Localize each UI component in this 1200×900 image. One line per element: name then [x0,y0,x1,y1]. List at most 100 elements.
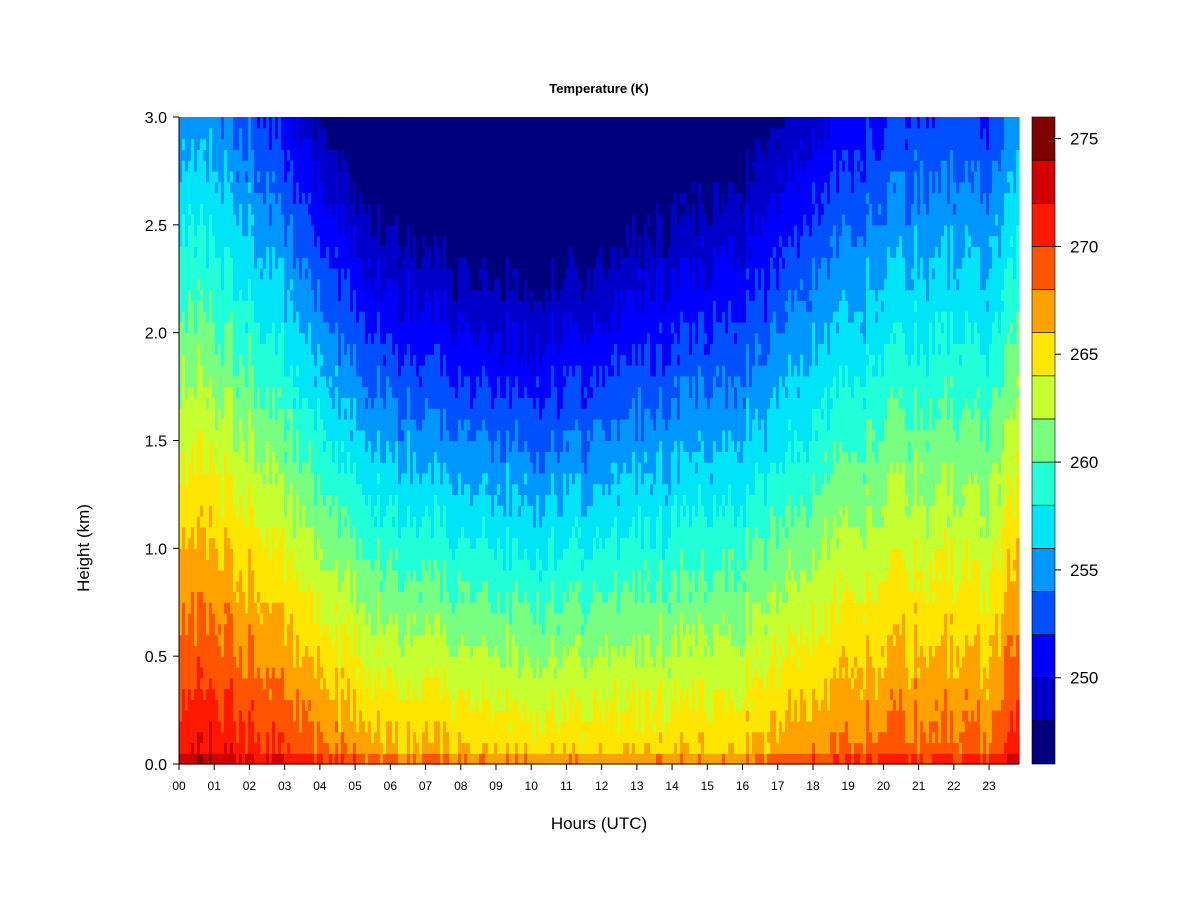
heatmap-area [179,117,1020,765]
heatmap-cell [197,537,201,549]
heatmap-cell [236,192,240,204]
heatmap-cell [323,613,327,625]
heatmap-cell [254,742,258,754]
heatmap-cell [260,224,264,237]
heatmap-cell [251,354,255,366]
heatmap-cell [224,235,228,247]
heatmap-cell [185,192,189,204]
heatmap-cell [257,149,261,161]
heatmap-cell [206,160,210,172]
heatmap-cell [293,408,297,420]
heatmap-cell [293,397,297,409]
heatmap-cell [185,429,189,442]
heatmap-cell [221,580,225,593]
heatmap-cell [191,462,195,474]
heatmap-cell [269,451,273,463]
heatmap-cell [350,149,354,161]
heatmap-cell [242,127,246,140]
heatmap-cell [302,699,306,711]
heatmap-cell [179,332,183,345]
heatmap-cell [200,354,204,366]
heatmap-cell [191,127,195,140]
heatmap-cell [188,472,192,485]
heatmap-cell [233,267,237,280]
heatmap-cell [233,192,237,204]
heatmap-cell [239,515,243,528]
heatmap-cell [191,354,195,366]
heatmap-cell [290,343,294,355]
heatmap-cell [311,462,315,474]
heatmap-cell [290,472,294,485]
heatmap-cell [182,483,186,496]
heatmap-cell [296,170,300,183]
heatmap-cell [296,375,300,388]
heatmap-cell [242,462,246,474]
heatmap-cell [353,515,357,528]
heatmap-cell [317,354,321,366]
heatmap-cell [293,235,297,247]
heatmap-cell [302,321,306,334]
heatmap-cell [287,440,291,452]
heatmap-cell [260,710,264,722]
heatmap-cell [221,321,225,334]
heatmap-cell [227,515,231,528]
heatmap-cell [347,483,351,496]
heatmap-cell [350,688,354,700]
heatmap-cell [239,666,243,679]
heatmap-cell [242,623,246,636]
heatmap-cell [245,149,249,161]
heatmap-cell [269,267,273,280]
heatmap-cell [242,429,246,442]
heatmap-cell [194,494,198,506]
heatmap-cell [206,688,210,700]
heatmap-cell [263,731,267,744]
heatmap-cell [338,634,342,646]
heatmap-cell [272,138,276,150]
heatmap-cell [356,526,360,539]
heatmap-cell [248,440,252,452]
heatmap-cell [185,160,189,172]
heatmap-cell [326,235,330,247]
heatmap-cell [284,354,288,366]
heatmap-cell [269,300,273,312]
heatmap-cell [317,365,321,377]
heatmap-cell [182,343,186,355]
heatmap-cell [326,688,330,700]
heatmap-cell [278,494,282,506]
heatmap-cell [278,710,282,722]
heatmap-cell [317,677,321,690]
heatmap-cell [296,537,300,549]
heatmap-cell [209,666,213,679]
heatmap-cell [317,472,321,485]
heatmap-cell [320,300,324,312]
heatmap-cell [227,321,231,334]
heatmap-cell [269,418,273,431]
heatmap-cell [302,548,306,560]
heatmap-cell [206,386,210,398]
heatmap-cell [353,246,357,258]
heatmap-cell [311,321,315,334]
heatmap-cell [224,656,228,668]
heatmap-cell [284,149,288,161]
heatmap-cell [182,365,186,377]
heatmap-cell [185,267,189,280]
heatmap-cell [359,300,363,312]
heatmap-cell [254,418,258,431]
heatmap-cell [197,505,201,517]
heatmap-cell [230,397,234,409]
heatmap-cell [290,235,294,247]
heatmap-cell [284,127,288,140]
heatmap-cell [299,710,303,722]
heatmap-cell [200,332,204,345]
heatmap-cell [314,505,318,517]
heatmap-cell [341,753,345,765]
heatmap-cell [221,753,225,765]
heatmap-cell [350,117,354,129]
heatmap-cell [230,569,234,582]
heatmap-cell [239,300,243,312]
heatmap-cell [200,192,204,204]
heatmap-cell [296,440,300,452]
heatmap-cell [311,354,315,366]
heatmap-cell [362,623,366,636]
heatmap-cell [194,580,198,593]
